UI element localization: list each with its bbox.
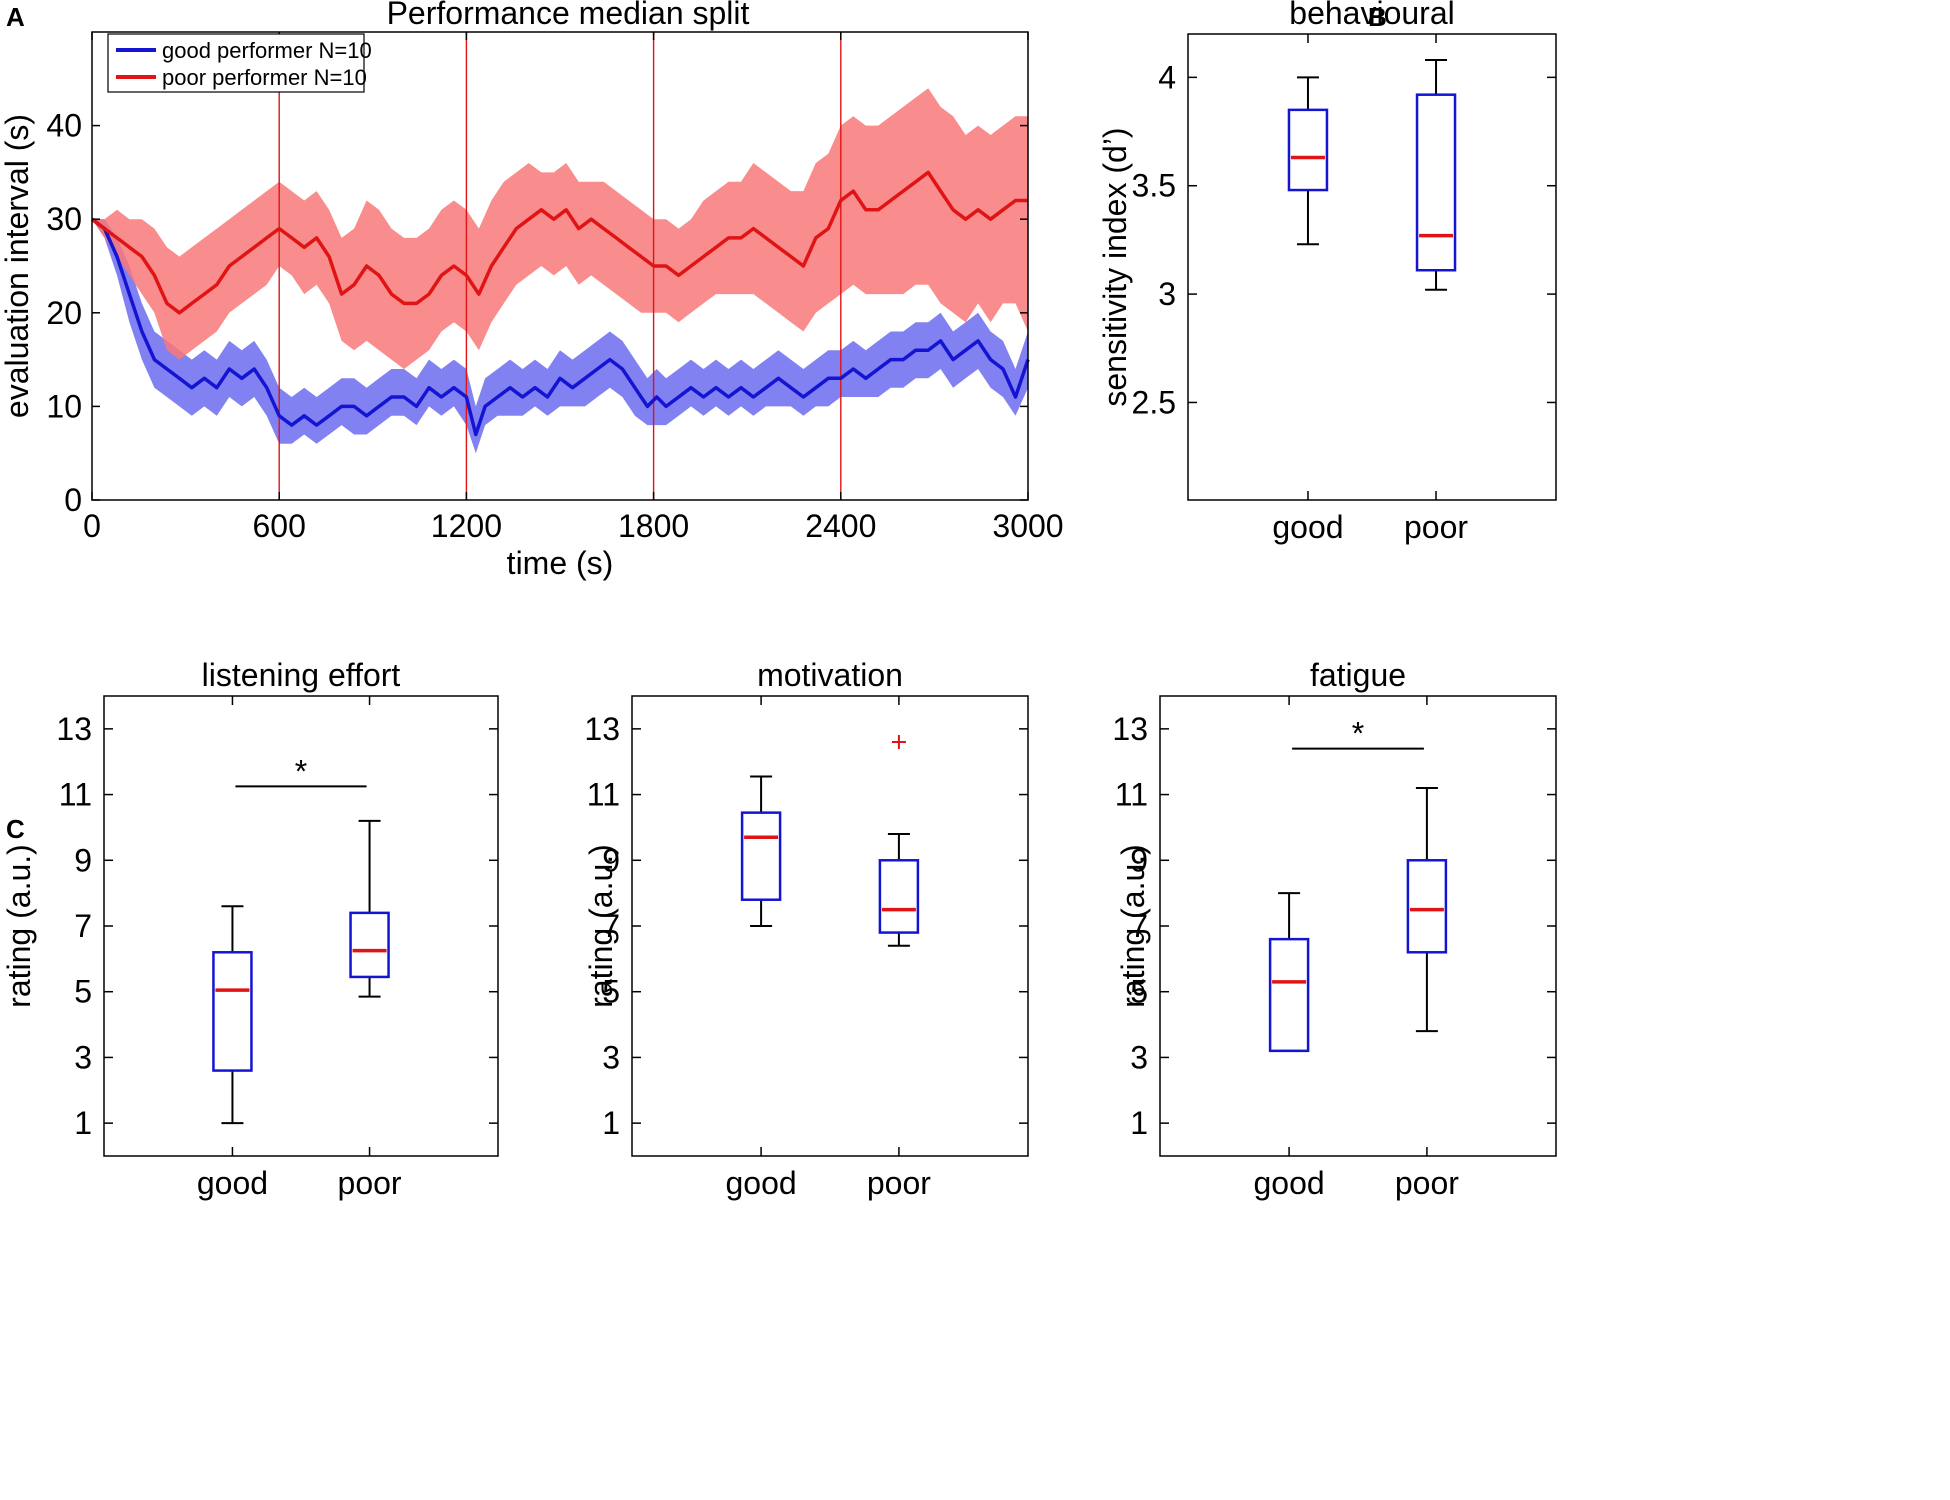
chart-title: behavioural: [1289, 0, 1454, 31]
x-tick-label-good: good: [197, 1165, 268, 1201]
y-tick-label: 11: [587, 777, 620, 813]
y-axis-label: rating (a.u.): [1115, 844, 1151, 1008]
legend-label-good: good performer N=10: [162, 38, 372, 63]
box-good: [1268, 892, 1310, 1053]
y-tick-label: 3.5: [1132, 168, 1176, 204]
ci-band-poor: [92, 88, 1028, 369]
y-tick-label: 9: [74, 842, 92, 878]
box-good: [740, 775, 782, 927]
chart-title: Performance median split: [387, 0, 750, 31]
significance-star: *: [295, 753, 307, 789]
y-tick-label: 40: [46, 108, 82, 144]
y-tick-label: 13: [584, 711, 620, 747]
series-line-poor: [90, 170, 1028, 315]
y-axis-label: rating (a.u.): [1, 844, 37, 1008]
box-poor: [1406, 787, 1448, 1033]
outlier-marker: [891, 735, 906, 749]
plot-frame: [1159, 695, 1557, 1157]
panel-letter-a: A: [6, 2, 25, 32]
y-axis-label: evaluation interval (s): [0, 114, 35, 418]
y-tick-label: 13: [56, 711, 92, 747]
plot-frame: [1187, 33, 1557, 501]
x-tick-label-poor: poor: [1404, 509, 1468, 545]
chart-title: motivation: [757, 657, 903, 693]
x-tick-label: 600: [253, 508, 306, 544]
x-tick-label-good: good: [726, 1165, 797, 1201]
y-tick-label: 7: [602, 908, 620, 944]
y-axis-label: rating (a.u.): [583, 844, 619, 1008]
y-tick-label: 3: [1158, 276, 1176, 312]
significance-star: *: [1352, 716, 1364, 752]
box-poor: [878, 735, 920, 947]
y-tick-label: 1: [74, 1105, 92, 1141]
chart-title: fatigue: [1310, 657, 1406, 693]
y-tick-label: 3: [602, 1039, 620, 1075]
y-tick-label: 20: [46, 295, 82, 331]
y-tick-label: 9: [602, 842, 620, 878]
x-tick-label: 1200: [431, 508, 502, 544]
box-poor: [349, 819, 390, 998]
legend-label-poor: poor performer N=10: [162, 65, 367, 90]
box-good: [212, 905, 253, 1125]
y-tick-label: 5: [74, 974, 92, 1010]
iqr-box: [1415, 93, 1457, 272]
x-tick-label: 3000: [992, 508, 1063, 544]
panel-a: 0 600 1200 1800 2400 3000 0 10 20 30 40 Performance…: [0, 0, 1064, 581]
ci-band-good: [92, 219, 1028, 454]
x-tick-label: 2400: [805, 508, 876, 544]
y-tick-label: 11: [1115, 777, 1148, 813]
iqr-box: [212, 951, 253, 1072]
y-tick-label: 11: [59, 777, 92, 813]
y-tick-label: 30: [46, 201, 82, 237]
y-tick-label: 3: [74, 1039, 92, 1075]
y-tick-label: 5: [1130, 974, 1148, 1010]
iqr-box: [1287, 108, 1329, 192]
y-tick-label: 13: [1112, 711, 1148, 747]
y-tick-label: 0: [64, 482, 82, 518]
y-tick-label: 1: [602, 1105, 620, 1141]
x-tick-label: 1800: [618, 508, 689, 544]
y-tick-label: 5: [602, 974, 620, 1010]
y-tick-label: 1: [1130, 1105, 1148, 1141]
box-poor: [1415, 59, 1457, 291]
legend-box: [107, 33, 365, 93]
y-tick-label: 10: [46, 388, 82, 424]
x-tick-label-good: good: [1254, 1165, 1325, 1201]
series-line-good: [90, 217, 1030, 437]
iqr-box: [878, 859, 920, 934]
x-axis-label: time (s): [507, 545, 614, 581]
iqr-box: [740, 811, 782, 901]
y-tick-label: 3: [1130, 1039, 1148, 1075]
x-tick-label-poor: poor: [1395, 1165, 1459, 1201]
panel-letter-b: B: [1368, 2, 1387, 32]
y-tick-label: 4: [1158, 59, 1176, 95]
y-tick-label: 7: [1130, 908, 1148, 944]
panel-letter-c: C: [6, 814, 25, 844]
iqr-box: [1268, 937, 1310, 1053]
panel-b: 2.5 3 3.5 4 good poor behavioural sensitivity i…: [1097, 0, 1557, 545]
x-tick-label-poor: poor: [338, 1165, 402, 1201]
chart-title: listening effort: [202, 657, 401, 693]
x-tick-label-good: good: [1272, 509, 1343, 545]
iqr-box: [349, 911, 390, 979]
y-axis-label: sensitivity index (d’): [1097, 127, 1133, 406]
box-good: [1287, 76, 1329, 246]
y-tick-label: 7: [74, 908, 92, 944]
x-tick-label: 0: [83, 508, 101, 544]
y-tick-label: 2.5: [1132, 384, 1176, 420]
plot-frame: [631, 695, 1029, 1157]
x-tick-label-poor: poor: [867, 1165, 931, 1201]
iqr-box: [1406, 859, 1448, 954]
y-tick-label: 9: [1130, 842, 1148, 878]
plot-frame: [91, 31, 1029, 501]
